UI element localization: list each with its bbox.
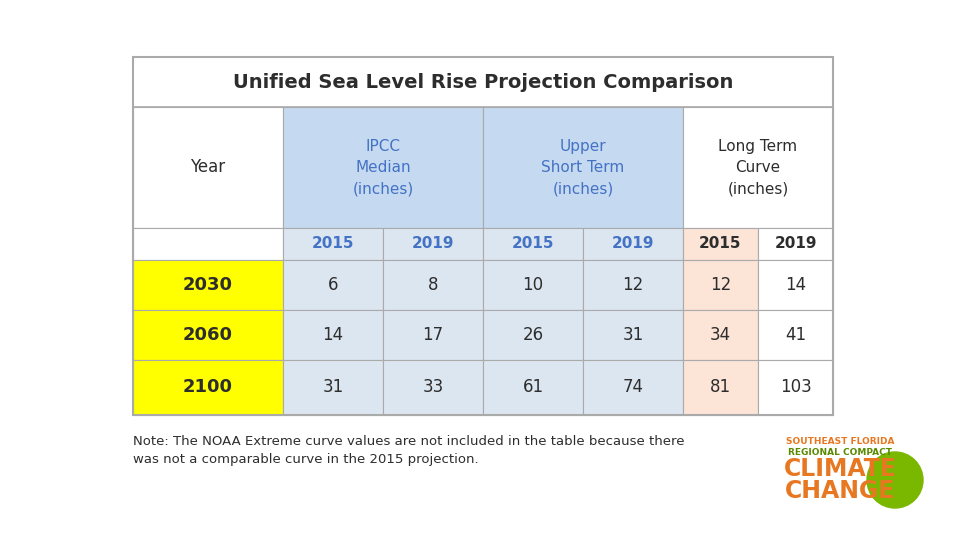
Bar bbox=[283, 260, 383, 310]
Text: 74: 74 bbox=[622, 379, 643, 396]
Text: 81: 81 bbox=[710, 379, 732, 396]
Text: 10: 10 bbox=[522, 276, 543, 294]
Text: CHANGE: CHANGE bbox=[784, 479, 896, 503]
Bar bbox=[133, 260, 283, 310]
Text: 6: 6 bbox=[327, 276, 338, 294]
Bar bbox=[283, 310, 383, 360]
Text: 14: 14 bbox=[323, 326, 344, 344]
Text: Year: Year bbox=[190, 159, 226, 177]
Text: 2015: 2015 bbox=[312, 237, 354, 252]
Text: CLIMATE: CLIMATE bbox=[783, 457, 897, 481]
Bar bbox=[583, 228, 683, 260]
Text: 2019: 2019 bbox=[775, 237, 817, 252]
Text: 2100: 2100 bbox=[183, 379, 233, 396]
Text: Upper
Short Term
(inches): Upper Short Term (inches) bbox=[541, 139, 625, 196]
Text: 17: 17 bbox=[422, 326, 444, 344]
Text: 26: 26 bbox=[522, 326, 543, 344]
Text: Unified Sea Level Rise Projection Comparison: Unified Sea Level Rise Projection Compar… bbox=[233, 72, 733, 91]
Bar bbox=[283, 360, 383, 415]
Bar bbox=[283, 107, 483, 228]
Bar bbox=[383, 260, 483, 310]
Text: SOUTHEAST FLORIDA: SOUTHEAST FLORIDA bbox=[785, 437, 895, 446]
Text: 61: 61 bbox=[522, 379, 543, 396]
Text: 12: 12 bbox=[709, 276, 732, 294]
Bar bbox=[483, 228, 583, 260]
Bar bbox=[383, 228, 483, 260]
Text: 34: 34 bbox=[710, 326, 732, 344]
Bar bbox=[683, 360, 758, 415]
Text: 2015: 2015 bbox=[699, 237, 742, 252]
Text: 14: 14 bbox=[785, 276, 806, 294]
Bar bbox=[483, 360, 583, 415]
Text: IPCC
Median
(inches): IPCC Median (inches) bbox=[352, 139, 414, 196]
Text: 2015: 2015 bbox=[512, 237, 554, 252]
Bar bbox=[133, 360, 283, 415]
Bar bbox=[583, 260, 683, 310]
Bar bbox=[383, 360, 483, 415]
Bar bbox=[758, 360, 833, 415]
Bar bbox=[283, 228, 383, 260]
Text: Long Term
Curve
(inches): Long Term Curve (inches) bbox=[718, 139, 798, 196]
Bar bbox=[383, 310, 483, 360]
Bar bbox=[483, 107, 683, 228]
Bar bbox=[133, 107, 283, 228]
Text: 2060: 2060 bbox=[183, 326, 233, 344]
Bar bbox=[758, 260, 833, 310]
Bar bbox=[483, 260, 583, 310]
Text: Note: The NOAA Extreme curve values are not included in the table because there: Note: The NOAA Extreme curve values are … bbox=[133, 435, 684, 448]
Text: 12: 12 bbox=[622, 276, 643, 294]
Bar bbox=[133, 57, 833, 107]
Text: 2019: 2019 bbox=[612, 237, 655, 252]
Text: 31: 31 bbox=[323, 379, 344, 396]
Text: 103: 103 bbox=[780, 379, 811, 396]
Bar bbox=[683, 228, 758, 260]
Text: 31: 31 bbox=[622, 326, 643, 344]
Bar bbox=[758, 228, 833, 260]
Bar bbox=[483, 310, 583, 360]
Bar bbox=[133, 57, 833, 415]
Text: 8: 8 bbox=[428, 276, 439, 294]
Text: was not a comparable curve in the 2015 projection.: was not a comparable curve in the 2015 p… bbox=[133, 453, 479, 466]
Bar bbox=[683, 107, 833, 228]
Bar bbox=[583, 310, 683, 360]
Bar bbox=[133, 228, 283, 260]
Text: 2030: 2030 bbox=[183, 276, 233, 294]
Text: 33: 33 bbox=[422, 379, 444, 396]
Text: REGIONAL COMPACT: REGIONAL COMPACT bbox=[788, 448, 892, 457]
Bar bbox=[683, 260, 758, 310]
Circle shape bbox=[867, 452, 923, 508]
Bar bbox=[583, 360, 683, 415]
Text: 41: 41 bbox=[785, 326, 806, 344]
Bar bbox=[133, 310, 283, 360]
Bar bbox=[758, 310, 833, 360]
Text: 2019: 2019 bbox=[412, 237, 454, 252]
Bar bbox=[683, 310, 758, 360]
